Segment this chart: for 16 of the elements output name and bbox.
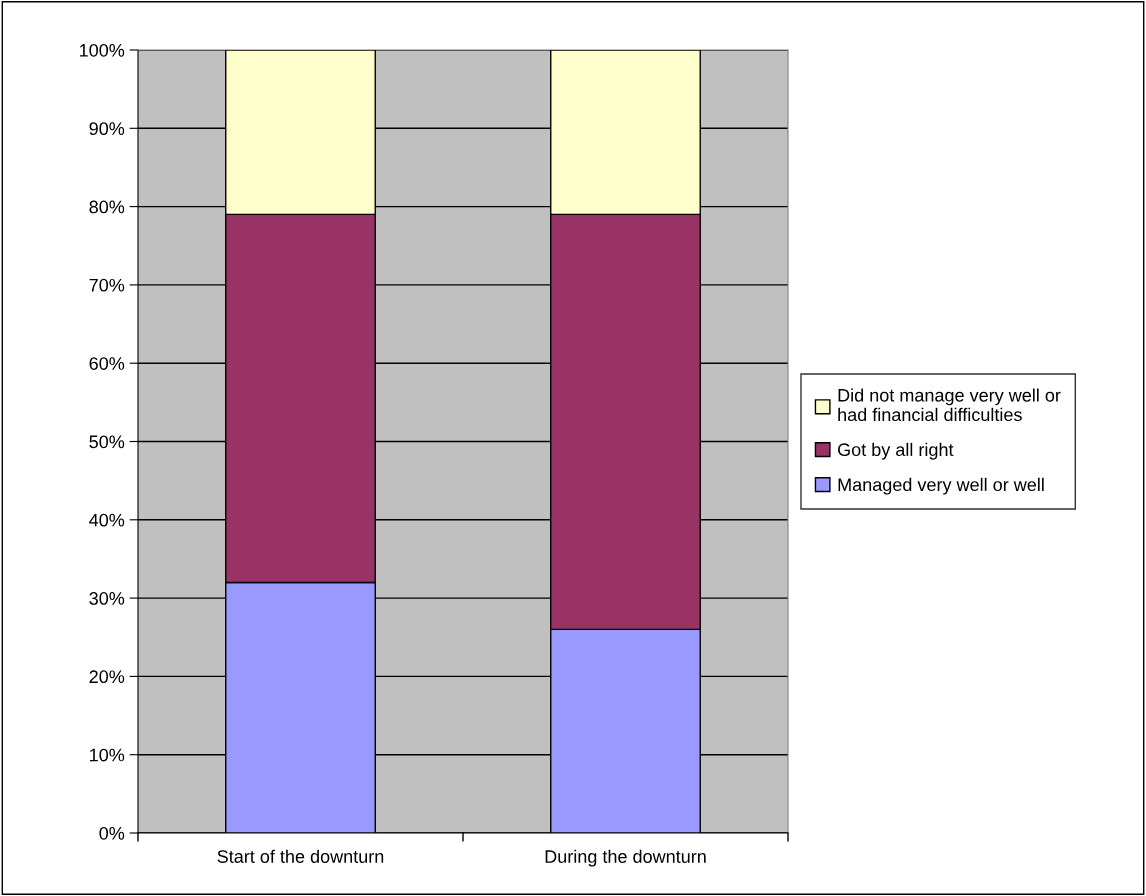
y-tick-label: 60% [89, 357, 125, 370]
legend-label: Did not manage very well or had financial difficulties [838, 388, 1061, 422]
y-tick-label: 90% [89, 122, 125, 136]
y-tick-label: 40% [89, 513, 125, 527]
y-tick-label: 10% [90, 748, 125, 762]
y-tick-label: 70% [89, 278, 125, 292]
y-tick-label: 30% [89, 592, 125, 605]
legend-label: Got by all right [838, 442, 954, 460]
y-tick-label: 100% [80, 43, 125, 57]
y-tick-label: 0% [99, 826, 125, 840]
y-tick-label: 80% [89, 200, 125, 214]
y-tick-label: 20% [89, 670, 125, 684]
legend-label: Managed very well or well [838, 477, 1044, 495]
x-tick-label: During the downturn [545, 849, 706, 867]
y-tick-label: 50% [89, 435, 125, 449]
x-tick-label: Start of the downturn [217, 849, 384, 863]
